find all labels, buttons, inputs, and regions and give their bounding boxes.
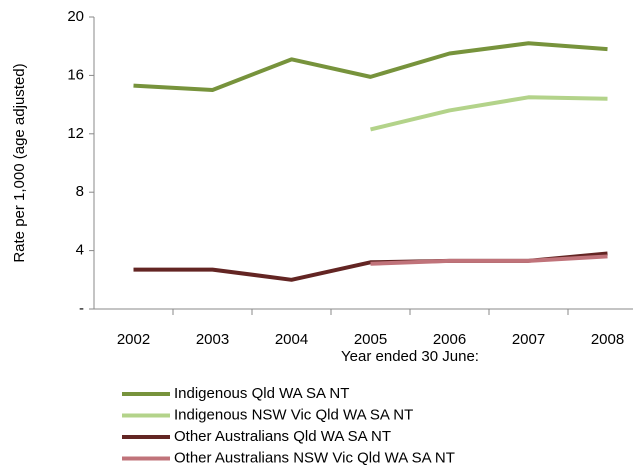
series-line — [133, 41, 608, 92]
series-line — [133, 251, 608, 282]
y-tick-label: - — [79, 300, 84, 317]
x-tick-label: 2003 — [196, 331, 229, 348]
y-tick-label: 12 — [67, 125, 84, 142]
series-line — [370, 95, 608, 132]
x-tick-label: 2005 — [354, 331, 387, 348]
x-tick-label: 2008 — [591, 331, 624, 348]
legend-label: Other Australians Qld WA SA NT — [174, 428, 391, 445]
y-tick-label: 4 — [76, 242, 84, 259]
x-tick-label: 2004 — [275, 331, 308, 348]
y-tick-label: 16 — [67, 66, 84, 83]
y-axis-label: Rate per 1,000 (age adjusted) — [11, 63, 28, 262]
y-tick-label: 8 — [76, 183, 84, 200]
x-axis-label: Year ended 30 June: — [341, 348, 479, 365]
x-tick-label: 2007 — [512, 331, 545, 348]
legend-label: Indigenous NSW Vic Qld WA SA NT — [174, 406, 413, 423]
legend-label: Indigenous Qld WA SA NT — [174, 385, 349, 402]
legend-label: Other Australians NSW Vic Qld WA SA NT — [174, 449, 455, 466]
series-line — [370, 254, 608, 266]
y-tick-label: 20 — [67, 8, 84, 25]
x-tick-label: 2002 — [117, 331, 150, 348]
x-tick-label: 2006 — [433, 331, 466, 348]
